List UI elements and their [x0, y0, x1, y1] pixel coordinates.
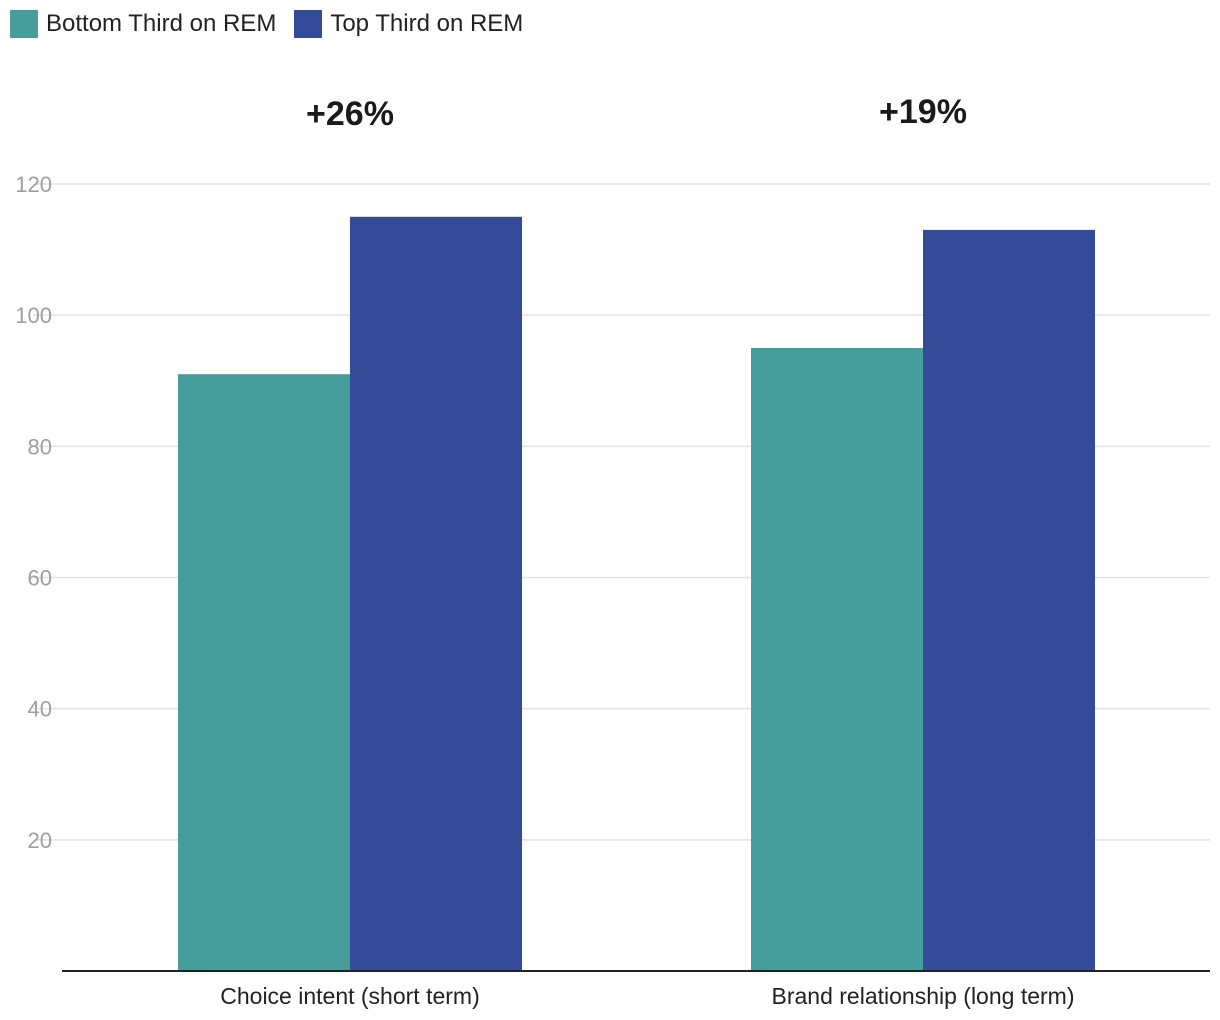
y-tick-label: 100	[15, 303, 52, 328]
legend-item-top-third: Top Third on REM	[294, 10, 523, 38]
chart-legend: Bottom Third on REM Top Third on REM	[10, 10, 523, 38]
legend-label-top-third: Top Third on REM	[330, 10, 524, 37]
y-tick-label: 80	[28, 434, 52, 459]
y-tick-label: 120	[15, 172, 52, 197]
annotation-label: +19%	[879, 93, 967, 131]
y-tick-label: 20	[28, 828, 52, 853]
y-tick-label: 60	[28, 566, 52, 591]
bar	[350, 216, 522, 971]
x-category-label: Choice intent (short term)	[220, 983, 479, 1009]
legend-swatch-top-third	[294, 10, 323, 38]
y-tick-label: 40	[28, 697, 52, 722]
legend-item-bottom-third: Bottom Third on REM	[10, 10, 276, 38]
annotation-label: +26%	[306, 95, 394, 133]
x-category-label: Brand relationship (long term)	[772, 983, 1075, 1009]
legend-swatch-bottom-third	[10, 10, 38, 38]
bar	[751, 347, 923, 971]
bar	[178, 374, 350, 972]
legend-label-bottom-third: Bottom Third on REM	[46, 10, 277, 37]
bar	[923, 229, 1095, 972]
